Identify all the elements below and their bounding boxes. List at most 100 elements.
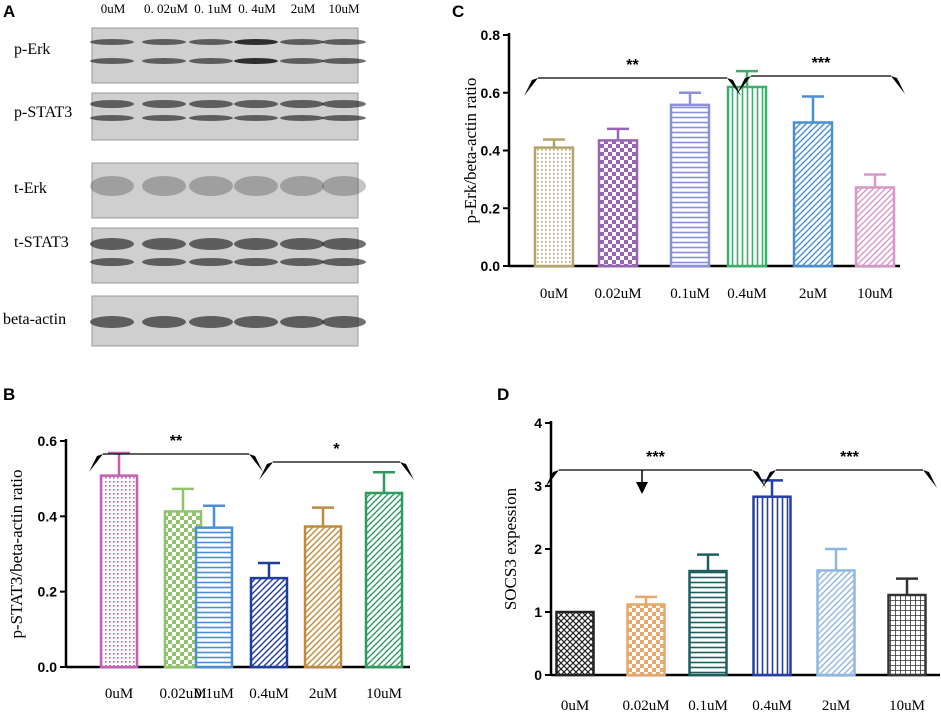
bar [626,603,666,677]
blot-band [189,238,233,250]
y-tick-label: 0.4 [481,143,501,159]
blot-band [280,100,324,108]
significance-label: *** [646,449,665,466]
significance-annotation: * [259,441,414,480]
blot-membrane [92,163,358,218]
arrow-icon [524,78,538,96]
bar [752,495,792,677]
significance-label: ** [170,433,183,450]
blot-band [189,58,233,64]
x-tick-label: 0.1uM [688,698,728,714]
arrow-icon [636,482,648,494]
blot-band [322,100,366,108]
bar [303,525,343,669]
bar [99,474,139,669]
significance-label: *** [812,55,831,72]
x-tick-label: 10uM [366,686,402,702]
blot-band [322,258,366,266]
blot-band [322,238,366,250]
x-tick-label: 0.02uM [594,286,641,302]
y-tick-label: 0.4 [38,508,58,524]
significance-annotation: *** [545,449,766,494]
concentration-label: 10uM [328,1,360,16]
blot-band [234,58,278,64]
bar [364,491,404,669]
y-axis-label: p-STAT3/beta-actin ratio [7,469,26,638]
blot-band [234,39,278,45]
blot-band [90,176,134,196]
bar [688,569,728,677]
blot-band [90,100,134,108]
concentration-label: 0. 4uM [238,1,276,16]
x-tick-label: 2uM [799,286,827,302]
blot-band [90,316,134,328]
x-tick-label: 10uM [857,286,893,302]
bar [792,121,834,268]
concentration-label: 0uM [101,1,126,16]
western-blot-panel: A 0uM 0. 02uM 0. 1uM 0. 4uM 2uM 10uM p-Erk p-S… [3,1,366,347]
blot-band [322,58,366,64]
blot-band [234,238,278,250]
blot-membrane [92,28,358,83]
blot-border [91,162,359,219]
bar-chart-c: C 0.0 0.2 0.4 0.6 0.8 p-Erk/beta-actin ratio 0u… [452,2,905,302]
y-axis-label: p-Erk/beta-actin ratio [461,78,480,224]
blot-band [142,39,186,45]
blot-band [189,115,233,121]
x-tick-label: 0.4uM [727,286,767,302]
x-tick-label: 2uM [822,698,850,714]
x-tick-label: 0uM [561,698,589,714]
blot-band [142,316,186,328]
blot-band [234,176,278,196]
y-tick-label: 0.2 [481,200,501,216]
significance-annotation: *** [737,55,905,94]
blot-row-label: p-Erk [14,41,50,58]
significance-annotation: *** [762,449,937,488]
blot-row-label: t-Erk [14,180,47,197]
blot-band [189,258,233,266]
bar [597,139,639,268]
blot-row-label: beta-actin [3,311,66,328]
x-tick-label: 10uM [889,698,925,714]
arrow-icon [89,454,103,472]
arrow-icon [737,76,751,94]
blot-row: t-STAT3 [14,227,366,284]
blot-band [234,258,278,266]
blot-band [280,58,324,64]
blot-band [142,176,186,196]
arrow-icon [259,462,273,480]
blot-band [142,115,186,121]
blot-band [234,316,278,328]
x-tick-label: 0.4uM [249,686,289,702]
x-tick-label: 0.02uM [622,698,669,714]
blot-band [322,39,366,45]
blot-band [142,238,186,250]
y-tick-label: 1 [534,604,542,620]
y-tick-label: 4 [534,415,542,431]
bar [854,186,896,268]
blot-row: t-Erk [14,162,366,219]
arrow-icon [249,454,263,472]
x-tick-label: 0.1uM [670,286,710,302]
y-tick-label: 0.6 [481,85,501,101]
y-tick-label: 0.6 [38,433,58,449]
arrow-icon [762,470,776,488]
y-axis-label: SOCS3 expession [501,487,520,610]
panel-letter: B [3,385,15,404]
y-tick-label: 0.8 [481,27,501,43]
y-tick-label: 0.0 [481,258,501,274]
arrow-icon [923,470,937,488]
x-tick-label: 0.02uM [159,686,206,702]
x-tick-label: 0.4uM [752,698,792,714]
x-tick-label: 0uM [540,286,568,302]
blot-band [234,115,278,121]
blot-band [90,258,134,266]
y-tick-label: 3 [534,478,542,494]
significance-annotation: ** [89,433,263,472]
blot-band [90,238,134,250]
arrow-icon [727,78,741,96]
significance-label: ** [626,57,639,74]
bar [816,569,856,677]
blot-band [234,100,278,108]
